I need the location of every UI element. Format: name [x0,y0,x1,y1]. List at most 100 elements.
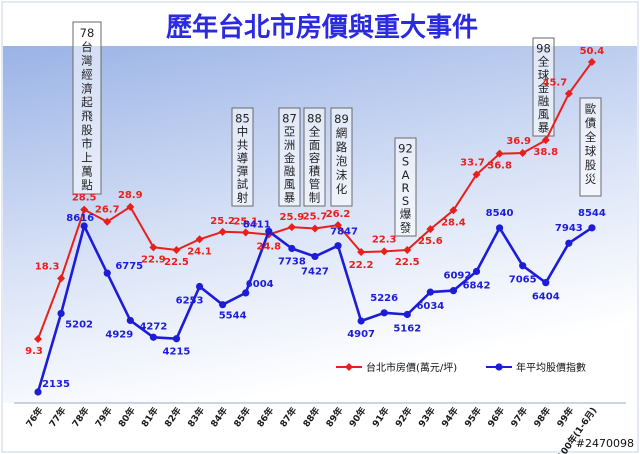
data-point [472,267,481,276]
data-point [241,228,250,237]
data-point [357,248,366,257]
data-label: 6092 [444,271,472,282]
event-box [278,107,301,207]
event-annotations: 78 台灣經濟起飛股市上萬點 85 中共導彈試射 87 亞洲金融風暴 88 全面容積管制 89 網… [72,21,602,237]
data-point [34,335,42,343]
data-point [57,309,65,318]
data-label: 25.2 [210,216,235,227]
event-annotation: 85 中共導彈試射 [231,107,254,207]
event-box [303,107,326,207]
data-point [334,221,343,230]
data-label: 7427 [301,266,329,277]
data-labels: 9.318.328.526.728.922.922.524.125.225.12… [25,46,606,390]
data-point [588,224,596,232]
data-point [149,243,158,252]
data-label: 18.3 [35,261,60,272]
data-label: 6775 [115,261,143,272]
legend-marker [495,363,503,371]
data-label: 22.5 [164,257,189,268]
event-annotation: 歐債全球股災 [579,97,602,197]
event-box [231,107,254,207]
data-point [449,287,458,295]
legend: 台北市房價(萬元/坪) 年平均股價指數 [336,361,586,374]
data-label: 22.9 [141,254,166,265]
data-point [195,282,204,291]
watermark-text: #2470098 [576,437,634,450]
event-annotation: 98 全球金融風暴 [532,37,555,137]
event-label: 98 全球金融風暴 [536,42,551,135]
data-point [311,252,319,261]
data-point [103,269,111,277]
data-point [380,247,389,256]
data-point [287,223,296,232]
data-point [172,335,181,343]
data-label: 6253 [176,296,204,307]
event-box [72,21,102,195]
event-box [394,137,417,237]
data-point [288,244,296,253]
legend-label: 台北市房價(萬元/坪) [366,361,457,374]
plot-background [3,46,637,403]
data-label: 26.7 [95,205,120,216]
event-label: 87 亞洲金融風暴 [282,112,297,205]
data-label: 22.2 [349,260,374,271]
data-label: 25.6 [418,236,443,247]
data-label: 24.1 [187,246,212,257]
legend-marker [345,363,353,371]
data-point [219,301,227,309]
data-label: 24.8 [256,242,281,253]
chart-title: 歷年台北市房價與重大事件 [166,12,478,43]
data-label: 25.7 [303,211,328,222]
data-point [542,279,550,287]
data-label: 5226 [370,293,398,304]
data-label: 22.5 [395,257,420,268]
data-label: 36.9 [506,136,531,147]
data-label: 7943 [555,223,583,234]
data-label: 6404 [532,292,560,303]
event-label: 歐債全球股災 [585,102,597,186]
data-label: 7065 [509,275,537,286]
event-box [330,107,353,207]
legend-item: 年平均股價指數 [486,361,586,374]
event-annotation: 88 全面容積管制 [303,107,326,207]
data-point [103,217,112,226]
data-label: 7738 [278,256,306,267]
data-point [80,222,88,230]
data-point [172,246,181,255]
data-label: 25.1 [233,217,258,228]
data-label: 7847 [330,227,358,238]
data-label: 38.8 [533,147,558,158]
event-label: 89 網路泡沫化 [334,112,349,196]
data-point [519,262,527,270]
data-point [518,148,527,157]
data-label: 5202 [65,319,93,330]
data-label: 4272 [139,321,167,332]
event-label: 92 S A R S 爆發 [398,142,413,235]
data-point [564,89,573,98]
event-label: 78 台灣經濟起飛股市上萬點 [80,26,95,192]
event-annotation: 87 亞洲金融風暴 [278,107,301,207]
data-point [80,205,89,214]
data-point [496,224,504,232]
event-box [579,97,602,197]
data-label: 25.9 [280,212,305,223]
data-label: 26.2 [326,209,351,220]
data-point [265,227,273,235]
data-point [472,170,481,179]
data-label: 4215 [163,347,191,358]
data-point [403,310,411,319]
data-label: 33.7 [460,158,485,169]
data-label: 8540 [486,208,514,219]
event-annotation: 78 台灣經濟起飛股市上萬點 [72,21,102,195]
data-label: 6034 [416,301,444,312]
data-label: 50.4 [580,46,605,57]
data-point [495,149,504,158]
data-point [380,309,388,317]
data-point [195,235,204,244]
data-point [565,239,573,247]
data-point [449,206,458,215]
data-point [357,317,365,325]
data-label: 6004 [246,279,274,290]
data-point [57,274,66,283]
data-point [541,136,550,145]
